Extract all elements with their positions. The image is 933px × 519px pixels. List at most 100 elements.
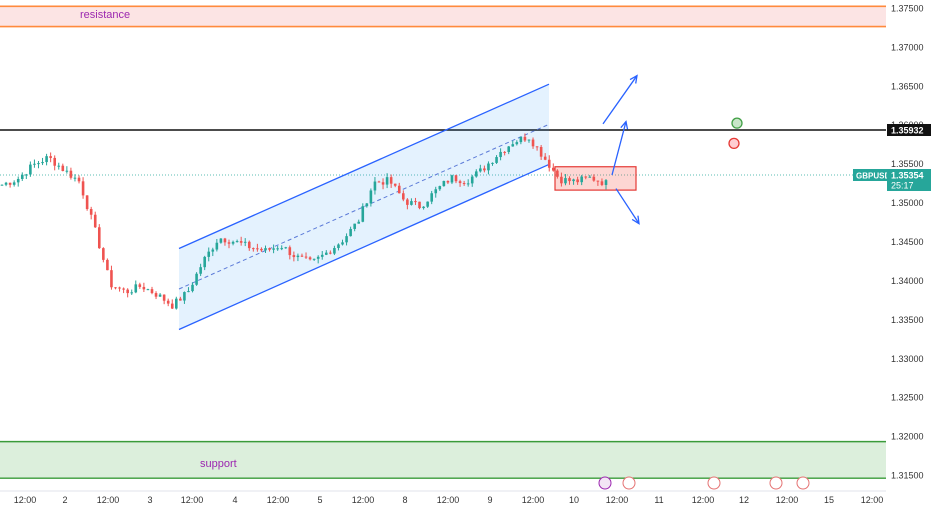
candle-body[interactable] [450,175,454,183]
candle-body[interactable] [191,284,194,292]
candle-body[interactable] [345,236,348,243]
candle-body[interactable] [499,151,502,158]
candle-body[interactable] [12,182,16,185]
candle-body[interactable] [333,248,336,254]
candle-body[interactable] [564,178,567,184]
candle-body[interactable] [203,256,206,268]
candle-body[interactable] [239,241,243,243]
candle-body[interactable] [580,176,583,183]
candle-body[interactable] [252,248,255,250]
candle-body[interactable] [434,189,438,194]
candle-body[interactable] [600,181,604,185]
candle-body[interactable] [507,146,511,152]
candle-body[interactable] [422,206,425,209]
candle-body[interactable] [292,255,296,258]
projection-arrow-mid[interactable] [611,121,627,176]
candle-body[interactable] [361,206,365,222]
candle-body[interactable] [215,242,219,250]
candle-body[interactable] [65,170,69,172]
candle-body[interactable] [33,163,36,165]
candle-body[interactable] [45,156,48,163]
candle-body[interactable] [187,291,190,293]
candle-body[interactable] [69,170,73,178]
candle-body[interactable] [150,289,154,294]
candle-body[interactable] [324,252,328,255]
candle-body[interactable] [491,162,494,164]
candle-body[interactable] [264,248,267,251]
candle-body[interactable] [389,177,393,184]
candle-body[interactable] [110,270,113,288]
candle-body[interactable] [288,247,292,256]
candle-body[interactable] [312,258,316,260]
candle-body[interactable] [316,256,320,259]
candle-body[interactable] [535,146,539,148]
candle-body[interactable] [454,175,458,182]
candle-body[interactable] [97,227,101,249]
candle-body[interactable] [114,287,117,289]
candle-body[interactable] [276,248,279,250]
candle-body[interactable] [284,247,288,249]
candle-body[interactable] [146,289,150,291]
candle-body[interactable] [410,201,413,205]
candle-body[interactable] [337,244,340,249]
candle-body[interactable] [397,185,401,194]
candle-body[interactable] [523,136,527,141]
candle-body[interactable] [466,183,470,185]
flag-event-icon[interactable] [707,476,721,490]
candle-body[interactable] [219,238,223,243]
candle-body[interactable] [300,255,304,257]
candle-body[interactable] [442,180,446,187]
candle-body[interactable] [369,190,373,204]
candle-body[interactable] [373,181,377,191]
candle-body[interactable] [552,167,555,171]
candle-body[interactable] [195,273,198,285]
candle-body[interactable] [73,177,77,179]
candle-body[interactable] [353,223,356,229]
projection-arrow-down[interactable] [615,188,640,224]
candle-body[interactable] [406,199,409,205]
candle-body[interactable] [260,248,263,251]
flag-event-icon[interactable] [796,476,810,490]
candle-body[interactable] [77,177,81,182]
candle-body[interactable] [231,241,235,244]
candle-body[interactable] [256,248,259,250]
candle-body[interactable] [85,195,89,210]
candle-body[interactable] [183,292,186,301]
candle-body[interactable] [560,176,563,184]
candle-body[interactable] [385,177,389,185]
candle-body[interactable] [418,201,421,209]
channel-upper-line[interactable] [178,83,550,250]
candle-body[interactable] [531,139,535,147]
candle-body[interactable] [393,183,397,186]
candle-body[interactable] [227,242,231,244]
flag-event-icon[interactable] [769,476,783,490]
candle-body[interactable] [142,286,146,290]
candle-body[interactable] [53,157,56,166]
candle-body[interactable] [89,209,93,215]
candle-body[interactable] [539,146,543,157]
candle-body[interactable] [304,256,308,258]
candle-body[interactable] [511,144,515,147]
channel-lower-line[interactable] [178,163,550,331]
flag-event-icon[interactable] [622,476,636,490]
candle-body[interactable] [179,298,182,301]
candle-body[interactable] [166,300,170,304]
candle-body[interactable] [414,201,417,203]
candle-body[interactable] [199,267,202,274]
candle-body[interactable] [568,178,571,182]
candle-body[interactable] [61,165,65,172]
candle-body[interactable] [122,288,125,290]
candle-body[interactable] [41,162,44,164]
candle-body[interactable] [8,182,12,185]
candle-body[interactable] [483,168,486,171]
candle-body[interactable] [341,242,344,245]
candle-body[interactable] [519,136,523,143]
candle-body[interactable] [29,164,32,175]
candle-body[interactable] [49,156,52,158]
candle-body[interactable] [381,182,385,185]
candle-body[interactable] [138,284,142,287]
consolidation-box[interactable] [554,166,637,191]
candle-body[interactable] [118,287,121,289]
